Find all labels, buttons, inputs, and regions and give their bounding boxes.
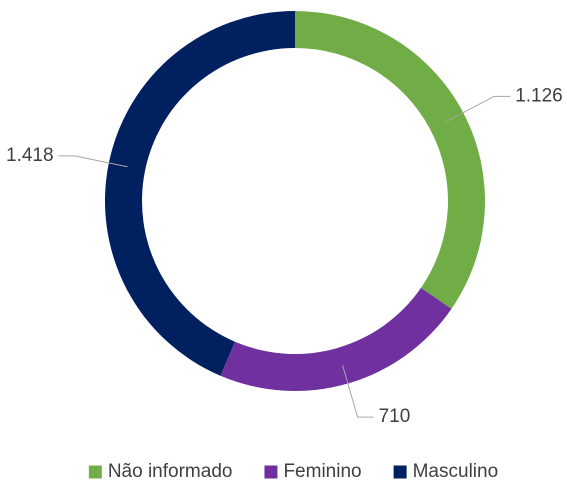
leader-line [342,365,374,418]
donut-segment [104,11,295,376]
leader-line [58,155,128,168]
donut-segment [220,287,452,391]
legend-label: Feminino [283,461,361,482]
legend-swatch [264,465,278,479]
legend-swatch [88,465,102,479]
leader-line [446,95,511,122]
donut-segment [295,11,485,309]
legend-label: Masculino [413,461,499,482]
legend-swatch [393,465,407,479]
data-label: 1.418 [6,145,54,166]
data-label: 1.126 [515,85,563,106]
legend-label: Não informado [108,461,233,482]
data-label: 710 [379,406,411,427]
